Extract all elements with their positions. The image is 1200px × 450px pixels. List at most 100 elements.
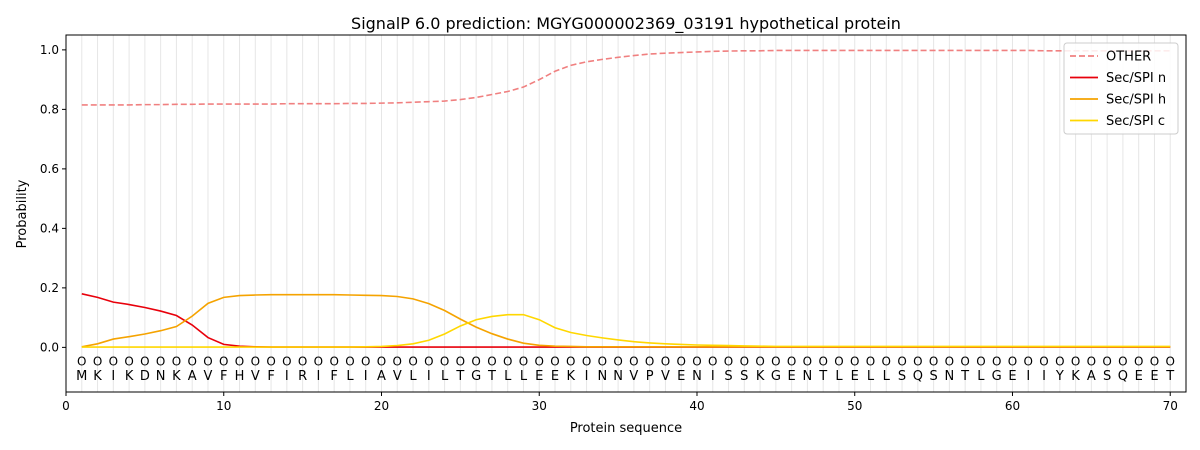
- y-tick-label: 0.6: [40, 162, 59, 176]
- residue-marker: O: [645, 354, 654, 368]
- residue-letter: L: [504, 369, 512, 384]
- residue-marker: O: [850, 354, 859, 368]
- residue-letter: I: [585, 369, 589, 384]
- residue-letter: V: [661, 369, 670, 384]
- residue-marker: O: [456, 354, 465, 368]
- residue-marker: O: [866, 354, 875, 368]
- residue-marker: O: [613, 354, 622, 368]
- residue-marker: O: [93, 354, 102, 368]
- residue-letter: K: [1071, 369, 1080, 384]
- residue-marker: O: [282, 354, 291, 368]
- residue-marker: O: [440, 354, 449, 368]
- residue-marker: O: [535, 354, 544, 368]
- residue-letter: T: [818, 369, 827, 384]
- residue-marker: O: [1165, 354, 1174, 368]
- residue-marker: O: [187, 354, 196, 368]
- series-lines: [81, 49, 1171, 348]
- residue-marker: O: [298, 354, 307, 368]
- x-tick-label: 10: [216, 399, 231, 413]
- residue-letter: N: [613, 369, 623, 384]
- residue-letter: V: [204, 369, 213, 384]
- residue-letter: G: [471, 369, 481, 384]
- residue-marker: O: [582, 354, 591, 368]
- residue-letter: I: [285, 369, 289, 384]
- residue-letter: G: [771, 369, 781, 384]
- residue-letter: T: [455, 369, 464, 384]
- y-tick-label: 1.0: [40, 43, 59, 57]
- residue-marker: O: [755, 354, 764, 368]
- residue-letter: T: [960, 369, 969, 384]
- residue-letter: S: [724, 369, 732, 384]
- x-axis: 0 10 20 30 40 50 60 70: [62, 392, 1178, 413]
- residue-marker: O: [992, 354, 1001, 368]
- residue-letter: K: [125, 369, 134, 384]
- residue-marker: O: [519, 354, 528, 368]
- residue-marker: O: [345, 354, 354, 368]
- residue-letter: T: [1165, 369, 1174, 384]
- residue-letter: L: [409, 369, 417, 384]
- y-axis: 0.0 0.2 0.4 0.6 0.8 1.0: [40, 43, 66, 354]
- residue-marker: O: [377, 354, 386, 368]
- residue-marker: O: [77, 354, 86, 368]
- residue-marker: O: [219, 354, 228, 368]
- residue-marker: O: [629, 354, 638, 368]
- legend-label: OTHER: [1106, 50, 1151, 65]
- residue-marker: O: [929, 354, 938, 368]
- residue-marker: O: [976, 354, 985, 368]
- y-tick-label: 0.8: [40, 102, 59, 116]
- residue-letter: N: [692, 369, 702, 384]
- residue-letter: I: [427, 369, 431, 384]
- residue-marker: O: [598, 354, 607, 368]
- residue-marker: O: [740, 354, 749, 368]
- residue-marker: O: [771, 354, 780, 368]
- residue-letter: K: [172, 369, 181, 384]
- residue-letter: S: [740, 369, 748, 384]
- residue-letter: R: [298, 369, 307, 384]
- residue-letter: L: [441, 369, 449, 384]
- residue-marker: O: [393, 354, 402, 368]
- residue-marker: O: [266, 354, 275, 368]
- residue-letter: E: [1008, 369, 1016, 384]
- residue-letter: A: [1087, 369, 1096, 384]
- residue-marker: O: [203, 354, 212, 368]
- residue-marker: O: [945, 354, 954, 368]
- vertical-grid: [81, 35, 1171, 392]
- legend-box: [1063, 42, 1179, 135]
- residue-letter: I: [111, 369, 115, 384]
- residue-letter: F: [220, 369, 227, 384]
- residue-marker: O: [251, 354, 260, 368]
- residue-marker: O: [1087, 354, 1096, 368]
- residue-marker: O: [1055, 354, 1064, 368]
- residue-marker: O: [156, 354, 165, 368]
- legend-label: Sec/SPI h: [1106, 93, 1166, 108]
- y-tick-label: 0.2: [40, 281, 59, 295]
- residue-letter: L: [346, 369, 354, 384]
- residue-letter: N: [945, 369, 955, 384]
- residue-letter: I: [316, 369, 320, 384]
- residue-marker: O: [487, 354, 496, 368]
- residue-letter: K: [567, 369, 576, 384]
- residue-marker: O: [140, 354, 149, 368]
- residue-letter: I: [364, 369, 368, 384]
- y-axis-label: Probability: [15, 179, 30, 248]
- residue-marker: O: [803, 354, 812, 368]
- residue-letter: F: [330, 369, 337, 384]
- residue-letter: V: [629, 369, 638, 384]
- residue-letter: E: [851, 369, 859, 384]
- residue-letter: S: [898, 369, 906, 384]
- residue-letter: N: [156, 369, 166, 384]
- residue-letter: I: [1026, 369, 1030, 384]
- residue-letter: E: [535, 369, 543, 384]
- residue-marker: O: [676, 354, 685, 368]
- residue-letter: T: [487, 369, 496, 384]
- series-line: [81, 313, 1171, 348]
- residue-marker: O: [1071, 354, 1080, 368]
- y-tick-label: 0.0: [40, 340, 59, 354]
- x-tick-label: 50: [847, 399, 862, 413]
- residue-marker: O: [172, 354, 181, 368]
- series-line: [81, 293, 1171, 348]
- residue-marker: O: [503, 354, 512, 368]
